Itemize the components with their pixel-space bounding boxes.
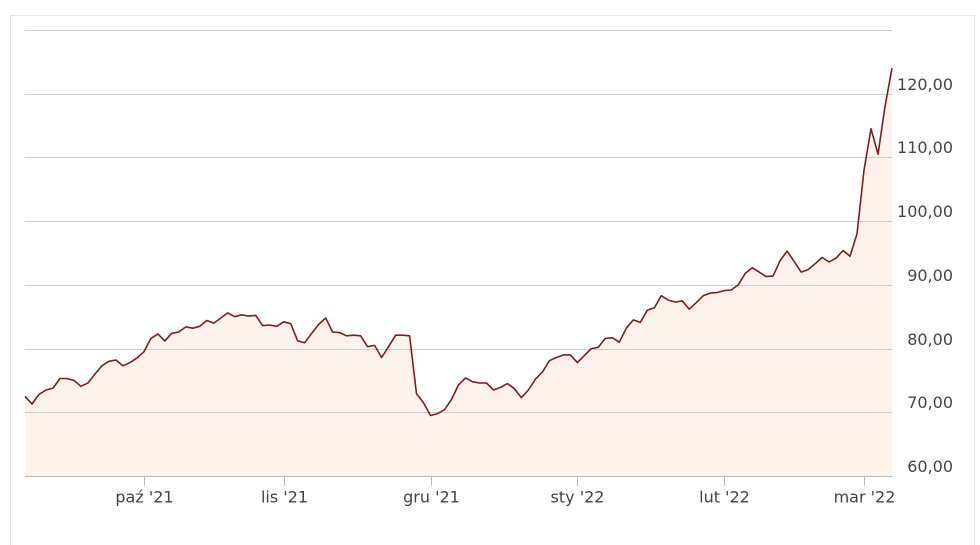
x-tick-label: sty '22 [551, 488, 605, 507]
y-tick-label: 60,00 [907, 457, 953, 476]
x-tick-label: gru '21 [403, 488, 460, 507]
y-tick-label: 100,00 [897, 202, 953, 221]
price-line [24, 68, 893, 417]
y-tick-label: 80,00 [907, 330, 953, 349]
y-tick-label: 90,00 [907, 266, 953, 285]
y-tick-label: 110,00 [897, 138, 953, 157]
x-tick-label: mar '22 [834, 488, 896, 507]
area-fill [25, 68, 892, 476]
x-tick-label: paź '21 [115, 488, 173, 507]
y-tick-label: 70,00 [907, 393, 953, 412]
y-tick-label: 120,00 [897, 75, 953, 94]
x-tick-label: lut '22 [699, 488, 750, 507]
x-tick-label: lis '21 [261, 488, 308, 507]
